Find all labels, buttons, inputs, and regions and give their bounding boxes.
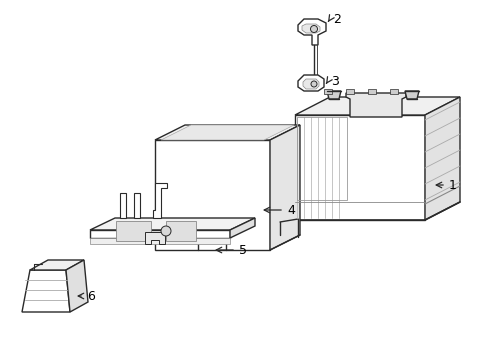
Polygon shape <box>424 97 459 220</box>
Circle shape <box>310 26 317 32</box>
Polygon shape <box>326 91 340 99</box>
Text: 6: 6 <box>87 289 95 302</box>
Polygon shape <box>90 238 229 244</box>
Polygon shape <box>346 93 405 117</box>
Polygon shape <box>297 75 324 91</box>
Polygon shape <box>229 218 254 238</box>
Polygon shape <box>161 146 264 244</box>
Polygon shape <box>297 19 325 45</box>
Polygon shape <box>155 125 299 140</box>
Text: 4: 4 <box>286 203 294 216</box>
Circle shape <box>161 226 171 236</box>
Text: 2: 2 <box>332 13 340 26</box>
Polygon shape <box>155 140 269 250</box>
Polygon shape <box>120 193 126 218</box>
Polygon shape <box>153 183 167 218</box>
Polygon shape <box>30 260 84 270</box>
Text: 5: 5 <box>239 243 246 257</box>
Polygon shape <box>145 232 164 244</box>
Polygon shape <box>161 125 293 140</box>
Polygon shape <box>269 125 299 250</box>
Polygon shape <box>303 79 318 89</box>
Text: 1: 1 <box>448 179 456 192</box>
Polygon shape <box>404 91 418 99</box>
Polygon shape <box>294 97 459 115</box>
Polygon shape <box>134 193 140 218</box>
Polygon shape <box>346 89 353 94</box>
Polygon shape <box>389 89 397 94</box>
Text: 3: 3 <box>330 75 338 87</box>
Polygon shape <box>116 221 151 241</box>
Polygon shape <box>66 260 88 312</box>
Polygon shape <box>324 89 331 94</box>
Circle shape <box>310 81 316 87</box>
Polygon shape <box>90 230 229 238</box>
Polygon shape <box>22 270 70 312</box>
Polygon shape <box>90 218 254 230</box>
Polygon shape <box>294 115 424 220</box>
Polygon shape <box>165 221 196 241</box>
Polygon shape <box>302 24 319 33</box>
Polygon shape <box>367 89 375 94</box>
